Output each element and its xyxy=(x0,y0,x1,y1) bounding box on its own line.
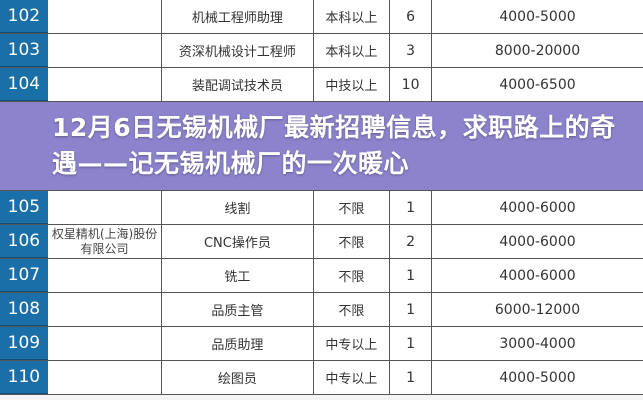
table-row: 106 权星精机(上海)股份有限公司 CNC操作员 不限 2 4000-6000 xyxy=(0,225,643,259)
education-cell: 不限 xyxy=(312,259,390,292)
company-cell: 权星精机(上海)股份有限公司 xyxy=(47,225,162,258)
salary-cell: 3000-4000 xyxy=(431,327,643,360)
table-row: 105 线割 不限 1 4000-6000 xyxy=(0,191,643,225)
table-row: 103 资深机械设计工程师 本科以上 3 8000-20000 xyxy=(0,34,643,68)
count-cell: 10 xyxy=(389,68,431,101)
position-cell: 机械工程师助理 xyxy=(161,0,313,33)
position-cell: 品质助理 xyxy=(161,327,313,360)
position-cell: 绘图员 xyxy=(161,361,313,394)
row-number: 105 xyxy=(0,191,48,224)
table-row: 104 装配调试技术员 中技以上 10 4000-6500 xyxy=(0,68,643,102)
education-cell: 不限 xyxy=(312,293,390,326)
row-number: 104 xyxy=(0,68,48,101)
company-cell xyxy=(47,293,162,326)
education-cell: 不限 xyxy=(312,191,390,224)
company-cell xyxy=(47,259,162,292)
company-name: 权星精机(上海)股份有限公司 xyxy=(51,226,158,256)
education-cell: 本科以上 xyxy=(312,34,390,67)
position-cell: 铣工 xyxy=(161,259,313,292)
education-cell: 本科以上 xyxy=(312,0,390,33)
count-cell: 1 xyxy=(389,259,431,292)
salary-cell: 8000-20000 xyxy=(431,34,643,67)
company-cell xyxy=(47,68,162,101)
table-row: 102 机械工程师助理 本科以上 6 4000-5000 xyxy=(0,0,643,34)
table-row: 107 铣工 不限 1 4000-6000 xyxy=(0,259,643,293)
table-row: 109 品质助理 中专以上 1 3000-4000 xyxy=(0,327,643,361)
company-cell xyxy=(47,361,162,394)
count-cell: 1 xyxy=(389,361,431,394)
row-number: 110 xyxy=(0,361,48,394)
company-cell xyxy=(47,34,162,67)
salary-cell: 6000-12000 xyxy=(431,293,643,326)
salary-cell: 4000-6000 xyxy=(431,225,643,258)
count-cell: 1 xyxy=(389,327,431,360)
company-cell xyxy=(47,191,162,224)
education-cell: 中专以上 xyxy=(312,327,390,360)
position-cell: 装配调试技术员 xyxy=(161,68,313,101)
count-cell: 1 xyxy=(389,293,431,326)
row-number: 106 xyxy=(0,225,48,258)
company-cell xyxy=(47,327,162,360)
salary-cell: 4000-5000 xyxy=(431,0,643,33)
row-number: 109 xyxy=(0,327,48,360)
table-row: 108 品质主管 不限 1 6000-12000 xyxy=(0,293,643,327)
position-cell: 资深机械设计工程师 xyxy=(161,34,313,67)
article-title: 12月6日无锡机械厂最新招聘信息，求职路上的奇遇——记无锡机械厂的一次暖心 xyxy=(52,113,616,178)
salary-cell: 4000-6000 xyxy=(431,191,643,224)
education-cell: 中专以上 xyxy=(312,361,390,394)
education-cell: 不限 xyxy=(312,225,390,258)
title-overlay: 12月6日无锡机械厂最新招聘信息，求职路上的奇遇——记无锡机械厂的一次暖心 xyxy=(0,102,643,191)
count-cell: 2 xyxy=(389,225,431,258)
position-cell: 线割 xyxy=(161,191,313,224)
row-number: 102 xyxy=(0,0,48,33)
education-cell: 中技以上 xyxy=(312,68,390,101)
company-cell xyxy=(47,0,162,33)
count-cell: 3 xyxy=(389,34,431,67)
table-row: 110 绘图员 中专以上 1 4000-5000 xyxy=(0,361,643,395)
count-cell: 1 xyxy=(389,191,431,224)
salary-cell: 4000-6500 xyxy=(431,68,643,101)
row-number: 107 xyxy=(0,259,48,292)
position-cell: 品质主管 xyxy=(161,293,313,326)
salary-cell: 4000-6000 xyxy=(431,259,643,292)
row-number: 108 xyxy=(0,293,48,326)
count-cell: 6 xyxy=(389,0,431,33)
salary-cell: 4000-5000 xyxy=(431,361,643,394)
position-cell: CNC操作员 xyxy=(161,225,313,258)
row-number: 103 xyxy=(0,34,48,67)
